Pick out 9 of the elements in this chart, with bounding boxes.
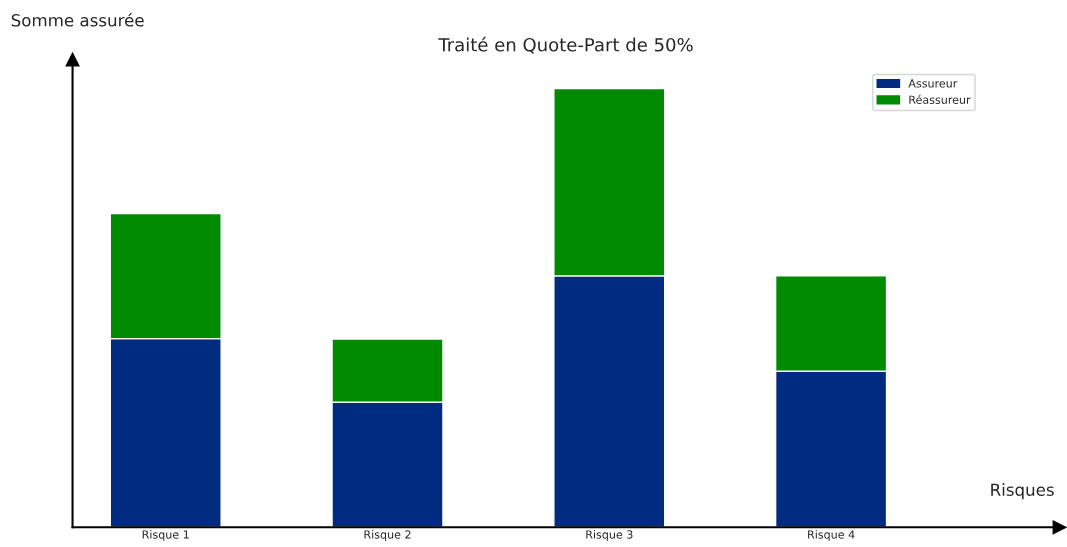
chart-title: Traité en Quote-Part de 50% (438, 36, 693, 54)
y-axis-title: Somme assurée (11, 13, 144, 27)
x-tick-label: Risque 1 (142, 530, 189, 541)
x-tick-label: Risque 4 (808, 530, 855, 541)
x-tick-label: Risque 2 (364, 530, 411, 541)
x-tick-label: Risque 3 (586, 530, 633, 541)
legend-label: Réassureur (909, 94, 971, 104)
x-axis-title: Risques (991, 483, 1054, 500)
legend-label: Assureur (908, 79, 958, 88)
